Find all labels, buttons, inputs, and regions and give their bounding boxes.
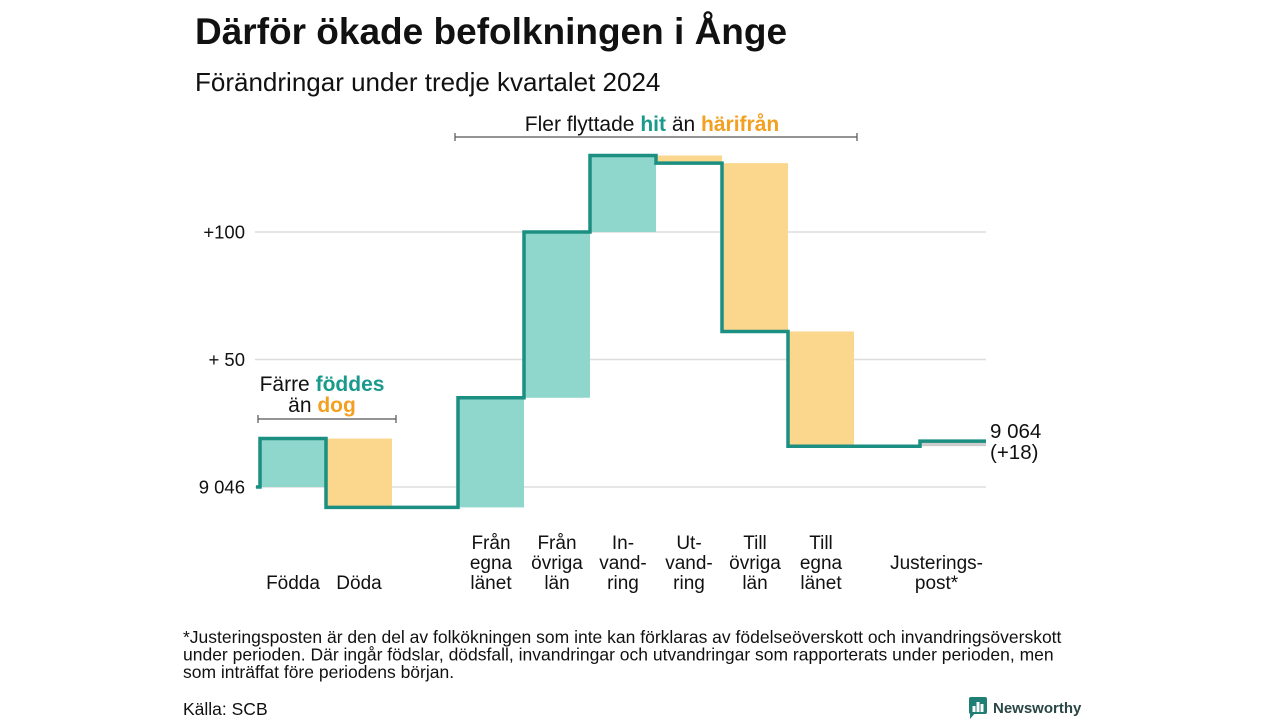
footnote-line: som inträffat före periodens början. — [183, 662, 454, 682]
annotation-highlight-births: föddes — [316, 373, 385, 396]
chart-subtitle: Förändringar under tredje kvartalet 2024 — [195, 67, 660, 97]
category-label-fodda: Födda — [266, 573, 320, 594]
category-label-justeringspost: Justerings-post* — [890, 553, 983, 594]
end-value-label: 9 064 (+18) — [990, 420, 1041, 464]
source-label: Källa: SCB — [183, 699, 268, 719]
annotation-text: Fler flyttade — [525, 113, 635, 136]
bar-fran-egna-lanet — [458, 397, 524, 508]
y-tick-label: +100 — [203, 222, 245, 243]
category-label-line: län — [742, 573, 767, 594]
y-axis-tick-labels: 9 046 + 50 +100 — [199, 222, 245, 498]
category-label-invandring: In-vand-ring — [599, 533, 647, 594]
bar-invandring — [590, 155, 656, 232]
annotation-highlight-in: hit — [640, 113, 666, 136]
category-label-line: länet — [800, 573, 842, 594]
annotation-highlight-out: härifrån — [701, 113, 779, 136]
bar-till-egna-lanet — [788, 331, 854, 447]
annotation-births-deaths: Färre föddes än dog — [257, 373, 397, 423]
category-label-line: In- — [612, 533, 634, 554]
annotation-migration: Fler flyttade hit än härifrån — [454, 113, 858, 141]
category-label-line: län — [544, 573, 569, 594]
waterfall-bars — [260, 155, 986, 508]
category-label-fran-ovriga-lan: Från övriga län — [531, 533, 583, 594]
end-population-change: (+18) — [990, 441, 1038, 464]
category-label-line: övriga — [729, 553, 781, 574]
bar-fran-ovriga-lan — [524, 232, 590, 398]
bar-fodda — [260, 438, 326, 487]
category-label-line: Till — [809, 533, 833, 554]
category-label-line: Döda — [336, 573, 382, 594]
category-label-utvandring: Ut-vand-ring — [665, 533, 713, 594]
bar-doda — [326, 438, 392, 508]
end-population-value: 9 064 — [990, 420, 1041, 443]
footnote-line: *Justeringsposten är den del av folkökni… — [183, 627, 1062, 647]
logo-icon-tail — [970, 712, 976, 719]
category-label-till-ovriga-lan: Till övriga län — [729, 533, 781, 594]
category-label-line: egna — [800, 553, 843, 574]
category-label-line: Till — [743, 533, 767, 554]
category-label-line: Ut- — [676, 533, 701, 554]
annotation-text: Färre — [260, 373, 310, 396]
annotation-births-deaths-line2: än dog — [288, 394, 356, 417]
newsworthy-logo: Newsworthy — [969, 697, 1082, 719]
annotation-bracket — [257, 415, 397, 423]
category-label-line: Födda — [266, 573, 320, 594]
cumulative-step-line — [256, 153, 986, 510]
category-label-line: Från — [537, 533, 576, 554]
y-tick-label: 9 046 — [199, 477, 245, 498]
logo-icon-bar — [972, 706, 976, 712]
logo-icon-bar — [976, 702, 980, 712]
annotation-migration-text: Fler flyttade hit än härifrån — [525, 113, 779, 136]
category-label-line: post* — [915, 573, 959, 594]
category-label-line: övriga — [531, 553, 583, 574]
bar-till-ovriga-lan — [722, 163, 788, 332]
category-label-line: Från — [471, 533, 510, 554]
annotation-births-deaths-line1: Färre föddes — [260, 373, 385, 396]
annotation-bracket — [454, 133, 858, 141]
category-label-line: Justerings- — [890, 553, 983, 574]
logo-icon-bar — [980, 704, 984, 712]
category-label-fran-egna-lanet: Från egna länet — [470, 533, 513, 594]
category-label-line: länet — [470, 573, 512, 594]
annotation-text: än — [672, 113, 695, 136]
bar-utvandring — [656, 155, 722, 164]
category-label-line: vand- — [665, 553, 713, 574]
category-label-line: vand- — [599, 553, 647, 574]
category-label-till-egna-lanet: Till egna länet — [800, 533, 843, 594]
newsworthy-logo-icon — [969, 697, 987, 719]
y-tick-label: + 50 — [208, 349, 245, 370]
category-label-line: ring — [607, 573, 639, 594]
category-label-doda: Döda — [336, 573, 382, 594]
category-label-line: ring — [673, 573, 705, 594]
bar-justeringspost — [920, 441, 986, 447]
category-label-line: egna — [470, 553, 513, 574]
chart-title: Därför ökade befolkningen i Ånge — [195, 11, 787, 52]
footnote: *Justeringsposten är den del av folkökni… — [183, 627, 1062, 682]
annotation-highlight-deaths: dog — [317, 394, 355, 417]
annotation-text: än — [288, 394, 311, 417]
logo-wordmark: Newsworthy — [993, 700, 1082, 717]
footnote-line: under perioden. Där ingår födslar, dödsf… — [183, 645, 1054, 665]
